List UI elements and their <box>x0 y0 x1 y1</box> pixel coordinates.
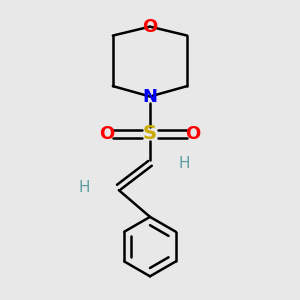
Text: O: O <box>142 18 158 36</box>
Text: S: S <box>143 124 157 143</box>
Text: H: H <box>79 180 90 195</box>
Text: O: O <box>99 125 115 143</box>
Text: N: N <box>142 88 158 106</box>
Text: O: O <box>185 125 201 143</box>
Text: H: H <box>178 156 190 171</box>
